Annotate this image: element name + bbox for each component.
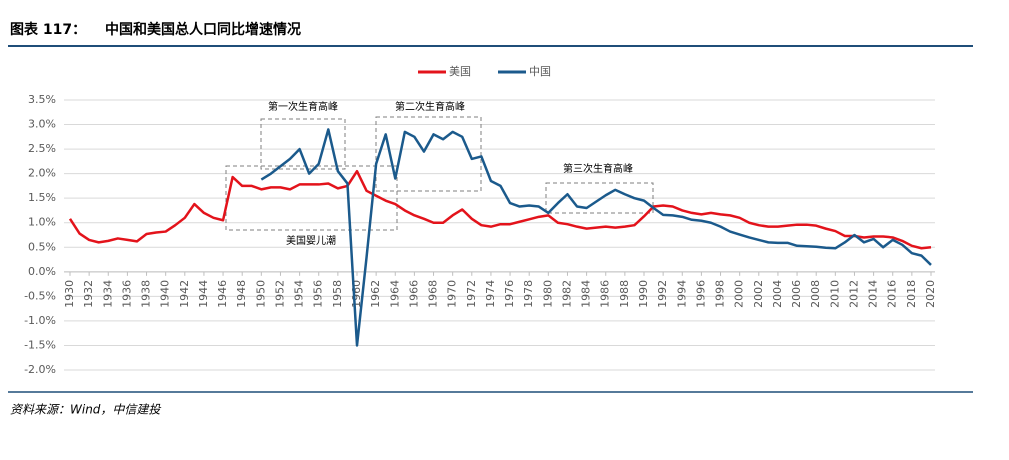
x-tick-label: 1932 <box>82 280 95 308</box>
x-tick-label: 1952 <box>273 280 286 308</box>
x-tick-label: 1958 <box>331 280 344 308</box>
y-tick-label: -2.0% <box>24 363 56 376</box>
annotation: 第三次生育高峰 <box>563 162 633 175</box>
y-tick-label: 0.5% <box>28 240 56 253</box>
annotation-box <box>375 116 482 192</box>
x-tick-label: 1938 <box>140 280 153 308</box>
x-tick-label: 2000 <box>733 280 746 308</box>
x-tick-label: 1980 <box>541 280 554 308</box>
x-tick-label: 1964 <box>388 280 401 308</box>
x-tick-label: 1976 <box>503 280 516 308</box>
x-tick-label: 1990 <box>637 280 650 308</box>
x-tick-label: 2010 <box>828 280 841 308</box>
x-tick-label: 1968 <box>427 280 440 308</box>
series-line <box>68 169 932 250</box>
annotation: 美国婴儿潮 <box>286 234 336 247</box>
annotation-box <box>225 165 398 231</box>
x-tick-label: 1988 <box>618 280 631 308</box>
legend-label: 美国 <box>449 65 471 78</box>
annotation-box <box>545 182 654 214</box>
x-tick-label: 1970 <box>446 280 459 308</box>
annotation-box <box>260 118 346 170</box>
x-tick-label: 1954 <box>293 280 306 308</box>
x-tick-label: 1962 <box>369 280 382 308</box>
y-tick-label: -1.5% <box>24 338 56 351</box>
x-tick-label: 1994 <box>675 280 688 308</box>
x-tick-label: 2006 <box>790 280 803 308</box>
y-tick-label: 3.5% <box>28 93 56 106</box>
x-tick-label: 2018 <box>905 280 918 308</box>
x-tick-label: 1972 <box>465 280 478 308</box>
y-tick-label: 1.0% <box>28 216 56 229</box>
annotation: 第一次生育高峰 <box>268 100 338 113</box>
x-tick-label: 2014 <box>867 280 880 308</box>
x-tick-label: 1944 <box>197 280 210 308</box>
source: 资料来源：Wind，中信建投 <box>10 403 161 417</box>
series-line <box>260 128 932 347</box>
x-tick-label: 2002 <box>752 280 765 308</box>
x-tick-label: 1956 <box>312 280 325 308</box>
y-tick-label: 2.5% <box>28 142 56 155</box>
y-tick-label: -1.0% <box>24 314 56 327</box>
x-tick-label: 1966 <box>407 280 420 308</box>
x-tick-label: 1992 <box>656 280 669 308</box>
x-tick-label: 2008 <box>809 280 822 308</box>
legend-label: 中国 <box>529 65 551 78</box>
y-tick-label: 0.0% <box>28 265 56 278</box>
x-tick-label: 2020 <box>924 280 937 308</box>
x-tick-label: 2012 <box>847 280 860 308</box>
x-tick-label: 1978 <box>522 280 535 308</box>
x-tick-label: 1950 <box>254 280 267 308</box>
y-tick-label: 1.5% <box>28 191 56 204</box>
x-tick-label: 1998 <box>714 280 727 308</box>
y-tick-label: 2.0% <box>28 167 56 180</box>
x-tick-label: 1936 <box>120 280 133 308</box>
x-tick-label: 2004 <box>771 280 784 308</box>
figure-label: 图表 117： <box>10 21 86 38</box>
x-tick-label: 2016 <box>886 280 899 308</box>
x-tick-label: 1984 <box>580 280 593 308</box>
annotation: 第二次生育高峰 <box>395 100 465 113</box>
x-tick-label: 1940 <box>159 280 172 308</box>
x-tick-label: 1930 <box>63 280 76 308</box>
x-tick-label: 1934 <box>101 280 114 308</box>
x-tick-label: 1942 <box>178 280 191 308</box>
x-tick-label: 1948 <box>235 280 248 308</box>
x-tick-label: 1996 <box>694 280 707 308</box>
x-tick-label: 1946 <box>216 280 229 308</box>
y-tick-label: 3.0% <box>28 118 56 131</box>
x-tick-label: 1974 <box>484 280 497 308</box>
x-tick-label: 1986 <box>599 280 612 308</box>
x-tick-label: 1982 <box>560 280 573 308</box>
y-tick-label: -0.5% <box>24 289 56 302</box>
chart-title: 中国和美国总人口同比增速情况 <box>105 21 301 38</box>
